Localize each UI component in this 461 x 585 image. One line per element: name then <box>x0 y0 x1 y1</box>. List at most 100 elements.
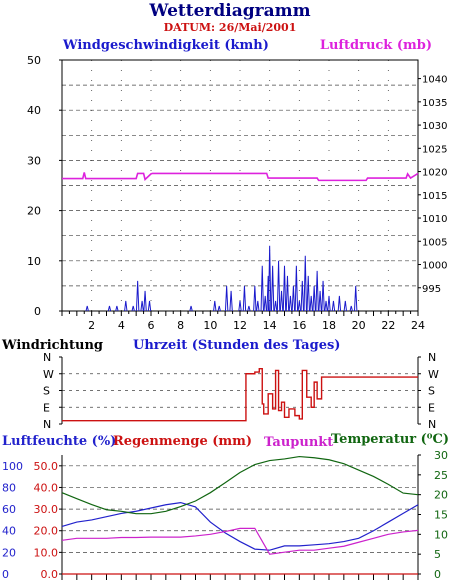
y-tick-label: 20 <box>27 205 41 218</box>
wind-speed-point <box>291 285 296 312</box>
wind-speed-point <box>282 265 287 312</box>
wind-speed-point <box>303 255 307 312</box>
y-tick-label: 1025 <box>422 144 447 155</box>
wind-speed-point <box>343 300 348 312</box>
y-tick-label: 0.0 <box>41 568 59 581</box>
y-tick-label: 1020 <box>422 168 447 179</box>
x-tick-label: 16 <box>292 319 306 332</box>
wind-speed-point <box>189 305 193 312</box>
y-tick-label: 50 <box>27 54 41 67</box>
wind-speed-point <box>107 305 112 312</box>
y-tick-label: 15 <box>434 509 448 522</box>
wind-speed-point <box>300 280 304 312</box>
y-tick-label: 30 <box>434 449 448 462</box>
wind-speed-point <box>213 300 217 312</box>
dewpoint-line <box>61 527 419 555</box>
wind-speed-point <box>247 305 251 312</box>
wind-speed-point <box>135 280 140 312</box>
wind-speed-point <box>285 275 290 312</box>
wind-speed-point <box>273 300 278 312</box>
wind-speed-point <box>217 305 221 312</box>
wind-speed-point <box>140 300 144 312</box>
wind-speed-point <box>260 265 264 312</box>
wind-direction-axis-label: Windrichtung <box>1 338 103 353</box>
y-tick-label: 40 <box>27 104 41 117</box>
wind-speed-point <box>276 260 281 312</box>
y-tick-label: 1010 <box>422 214 447 225</box>
x-tick-label: 6 <box>148 319 155 332</box>
y-tick-label: 10.0 <box>34 546 59 559</box>
y-tick-label: 1040 <box>422 75 447 86</box>
wind-speed-point <box>267 245 272 312</box>
y-tick-label: 0 <box>34 305 41 318</box>
y-tick-label: 20 <box>2 546 16 559</box>
y-tick-label: 1000 <box>422 261 447 272</box>
y-tick-label: 1035 <box>422 98 447 109</box>
x-tick-label: 22 <box>381 319 395 332</box>
page-title: Wetterdiagramm <box>148 1 310 21</box>
y-tick-label: S <box>428 385 435 398</box>
y-tick-label: 0 <box>434 568 441 581</box>
y-tick-label: N <box>43 351 51 364</box>
x-tick-label: 4 <box>118 319 125 332</box>
rain-axis-label: Regenmenge (mm) <box>113 434 252 449</box>
wind-speed-point <box>327 295 331 312</box>
wind-speed-point <box>229 290 233 312</box>
wind-speed-point <box>270 265 275 312</box>
wind-speed-point <box>318 290 322 312</box>
wind-speed-point <box>312 285 316 312</box>
x-tick-label: 24 <box>411 319 425 332</box>
y-tick-label: 1030 <box>422 121 447 132</box>
y-tick-label: 20.0 <box>34 525 59 538</box>
date-label: DATUM: 26/Mai/2001 <box>164 21 297 34</box>
y-tick-label: 20 <box>434 489 448 502</box>
y-tick-label: 1005 <box>422 237 447 248</box>
y-tick-label: S <box>43 385 50 398</box>
dewpoint-axis-label: Taupunkt <box>264 435 333 450</box>
humidity-line <box>61 501 419 551</box>
wind-speed-point <box>279 290 284 312</box>
y-tick-label: 80 <box>2 481 16 494</box>
y-tick-label: N <box>428 351 436 364</box>
humidity-temperature-panel: 0 20 40 60 80 100 0.0 10.0 20.0 30.0 40.0 50.0 0 5 10 1… <box>2 449 448 581</box>
y-tick-label: N <box>428 418 436 431</box>
wind-speed-point <box>294 265 299 312</box>
x-tick-label: 2 <box>88 319 95 332</box>
y-tick-label: W <box>428 368 439 381</box>
y-tick-label: 30.0 <box>34 503 59 516</box>
y-tick-label: 25 <box>434 469 448 482</box>
wind-speed-point <box>238 300 242 312</box>
wind-speed-point <box>321 280 325 312</box>
y-tick-label: 0 <box>2 568 9 581</box>
wind-speed-point <box>354 285 358 312</box>
humidity-axis-label: Luftfeuchte (%) <box>2 434 116 449</box>
time-axis-label: Uhrzeit (Stunden des Tages) <box>133 338 340 353</box>
x-tick-label: 10 <box>203 319 217 332</box>
y-tick-label: 995 <box>422 284 441 295</box>
y-tick-label: 40.0 <box>34 481 59 494</box>
y-tick-label: 10 <box>434 528 448 541</box>
wind-speed-point <box>143 290 147 312</box>
wind-speed-point <box>324 300 328 312</box>
wind-direction-line <box>62 368 418 422</box>
wind-speed-point <box>85 305 89 312</box>
wind-speed-point <box>349 305 353 312</box>
y-tick-label: E <box>43 401 50 414</box>
x-tick-label: 8 <box>177 319 184 332</box>
wind-speed-point <box>256 300 260 312</box>
wind-direction-panel: N NE ES SW WN N <box>43 351 439 431</box>
y-tick-label: 100 <box>2 460 23 473</box>
y-tick-label: 1015 <box>422 191 447 202</box>
wind-speed-point <box>331 300 336 312</box>
y-tick-label: 30 <box>27 154 41 167</box>
y-tick-label: 60 <box>2 503 16 516</box>
wind-speed-point <box>115 305 119 312</box>
wind-speed-point <box>288 295 293 312</box>
wind-speed-point <box>309 295 313 312</box>
wind-speed-point <box>297 300 302 312</box>
wind-speed-point <box>131 305 135 312</box>
y-tick-label: 10 <box>27 255 41 268</box>
wind-speed-point <box>306 275 310 312</box>
wind-speed-point <box>124 300 128 312</box>
